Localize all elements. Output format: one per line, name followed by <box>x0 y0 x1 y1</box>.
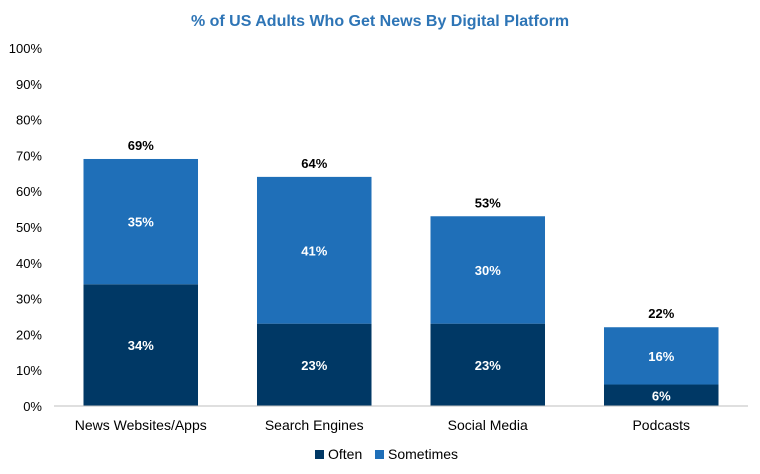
bar-segment-often <box>256 323 372 406</box>
y-tick-label: 0% <box>23 399 42 414</box>
y-tick-label: 20% <box>16 327 42 342</box>
bar-segment-often <box>603 384 719 406</box>
segment-value-label: 30% <box>475 263 501 278</box>
segment-value-label: 6% <box>652 388 671 403</box>
bar-segment-often <box>83 284 199 406</box>
y-tick-label: 70% <box>16 148 42 163</box>
segment-value-label: 35% <box>128 215 154 230</box>
chart-title: % of US Adults Who Get News By Digital P… <box>191 13 569 30</box>
bar-segment-often <box>430 323 546 406</box>
y-tick-label: 60% <box>16 184 42 199</box>
segment-value-label: 23% <box>301 358 327 373</box>
total-value-label: 53% <box>475 195 501 210</box>
legend-label: Often <box>328 446 362 462</box>
bars-group: 34% 35% 69% 23% 41% 64% 23% 30% 53% 6% 16% 22% <box>83 138 719 406</box>
y-tick-label: 50% <box>16 220 42 235</box>
bar-segment-sometimes <box>256 176 372 324</box>
segment-value-label: 41% <box>301 243 327 258</box>
bar-segment-sometimes <box>603 327 719 385</box>
category-label: Social Media <box>448 417 528 433</box>
y-tick-label: 40% <box>16 256 42 271</box>
legend-swatch <box>375 450 384 459</box>
legend-label: Sometimes <box>388 446 458 462</box>
legend: Often Sometimes <box>315 446 458 462</box>
y-axis: 0% 10% 20% 30% 40% 50% 60% 70% 80% 90% 100% <box>9 41 43 414</box>
x-axis: News Websites/Apps Search Engines Social M… <box>54 405 748 433</box>
category-label: News Websites/Apps <box>75 417 207 433</box>
segment-value-label: 23% <box>475 358 501 373</box>
y-tick-label: 100% <box>9 41 43 56</box>
segment-value-label: 16% <box>648 349 674 364</box>
bar-segment-sometimes <box>430 216 546 324</box>
category-label: Podcasts <box>632 417 690 433</box>
category-label: Search Engines <box>265 417 364 433</box>
y-tick-label: 30% <box>16 292 42 307</box>
segment-value-label: 34% <box>128 338 154 353</box>
total-value-label: 64% <box>301 156 327 171</box>
y-tick-label: 10% <box>16 363 42 378</box>
y-tick-label: 90% <box>16 77 42 92</box>
total-value-label: 22% <box>648 306 674 321</box>
legend-swatch <box>315 450 324 459</box>
bar-segment-sometimes <box>83 158 199 285</box>
y-tick-label: 80% <box>16 113 42 128</box>
total-value-label: 69% <box>128 138 154 153</box>
